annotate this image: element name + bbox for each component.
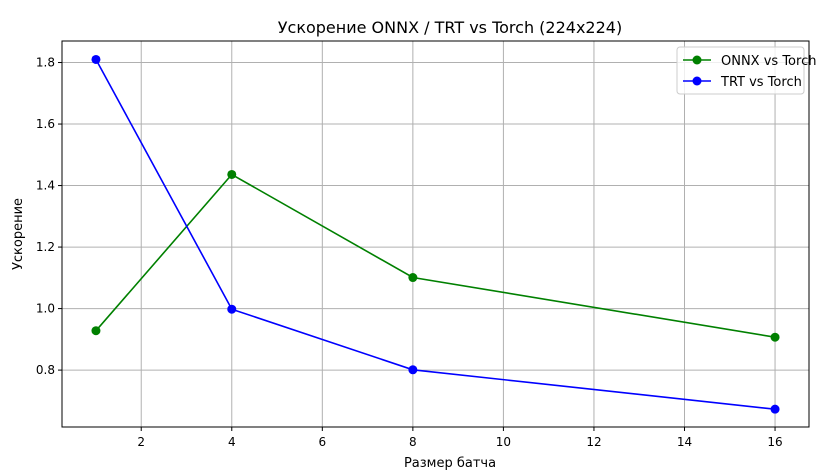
data-point — [770, 404, 780, 414]
y-axis-title: Ускорение — [11, 198, 26, 270]
legend: ONNX vs Torch TRT vs Torch — [676, 46, 816, 95]
ticks: 2 4 6 8 10 12 14 16 0.8 1.0 1.2 1.4 1.6 1.8 — [36, 56, 783, 449]
x-tick-label: 2 — [137, 435, 145, 449]
legend-label: ONNX vs Torch — [721, 54, 816, 69]
grid — [62, 41, 809, 427]
data-point — [408, 365, 418, 375]
legend-marker — [692, 76, 702, 86]
x-axis-title: Размер батча — [404, 456, 496, 471]
x-tick-label: 16 — [767, 435, 782, 449]
legend-marker — [692, 55, 702, 65]
x-tick-label: 14 — [677, 435, 692, 449]
data-point — [227, 169, 237, 179]
x-tick-label: 6 — [318, 435, 326, 449]
data-point — [408, 273, 418, 283]
data-point — [91, 54, 101, 64]
y-tick-label: 1.0 — [36, 302, 55, 316]
chart-title: Ускорение ONNX / TRT vs Torch (224x224) — [278, 18, 622, 37]
y-tick-label: 1.6 — [36, 117, 55, 131]
data-point — [227, 304, 237, 314]
legend-label: TRT vs Torch — [720, 75, 802, 90]
y-tick-label: 1.4 — [36, 179, 55, 193]
data-point — [91, 326, 101, 336]
x-tick-label: 8 — [409, 435, 417, 449]
series-line — [95, 173, 776, 338]
series-group — [91, 54, 780, 414]
y-tick-label: 1.8 — [36, 56, 55, 70]
x-tick-label: 12 — [586, 435, 601, 449]
y-tick-label: 1.2 — [36, 240, 55, 254]
legend-box — [676, 46, 805, 95]
x-tick-label: 10 — [496, 435, 511, 449]
x-tick-label: 4 — [228, 435, 236, 449]
plot-frame — [61, 40, 810, 428]
series-line — [95, 59, 776, 410]
y-tick-label: 0.8 — [36, 363, 55, 377]
data-point — [770, 332, 780, 342]
